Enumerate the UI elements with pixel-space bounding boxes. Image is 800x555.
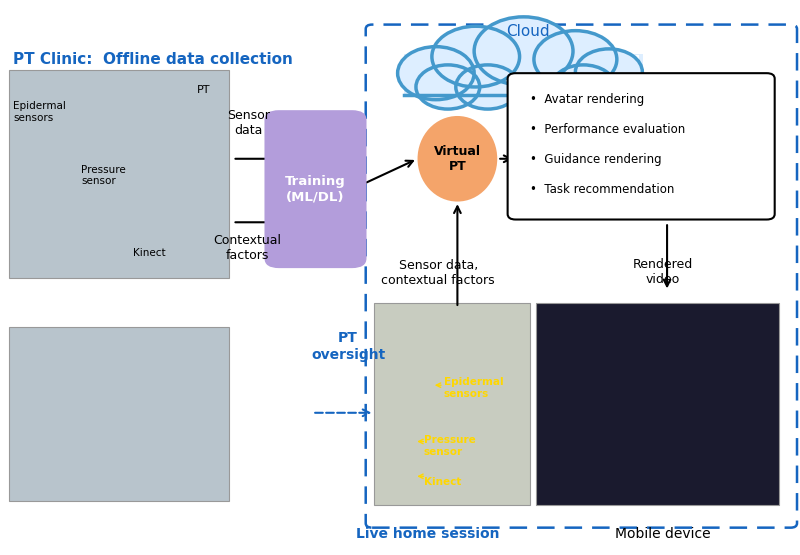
Text: Live home session: Live home session	[356, 527, 500, 541]
Circle shape	[551, 65, 615, 109]
Text: PT
oversight: PT oversight	[311, 331, 386, 362]
FancyBboxPatch shape	[404, 54, 643, 95]
Circle shape	[432, 26, 519, 87]
Text: Mobile device: Mobile device	[615, 527, 711, 541]
Text: Epidermal
sensors: Epidermal sensors	[444, 377, 503, 398]
Circle shape	[575, 49, 642, 95]
FancyBboxPatch shape	[265, 110, 366, 268]
Text: •  Task recommendation: • Task recommendation	[530, 183, 674, 196]
Text: Pressure
sensor: Pressure sensor	[81, 164, 126, 186]
Text: Sensor data,
contextual factors: Sensor data, contextual factors	[382, 259, 495, 287]
Circle shape	[398, 47, 474, 100]
Text: Kinect: Kinect	[133, 248, 166, 258]
Circle shape	[416, 65, 480, 109]
Ellipse shape	[418, 116, 498, 201]
Text: Epidermal
sensors: Epidermal sensors	[14, 101, 66, 123]
FancyBboxPatch shape	[535, 304, 778, 505]
FancyBboxPatch shape	[408, 55, 639, 94]
Text: Training
(ML/DL): Training (ML/DL)	[285, 175, 346, 203]
Text: Pressure
sensor: Pressure sensor	[424, 435, 476, 457]
Text: •  Guidance rendering: • Guidance rendering	[530, 153, 662, 166]
FancyBboxPatch shape	[10, 327, 229, 501]
FancyBboxPatch shape	[10, 70, 229, 278]
Circle shape	[474, 17, 573, 85]
Circle shape	[456, 65, 519, 109]
Text: Sensor
data: Sensor data	[227, 109, 270, 137]
Circle shape	[456, 65, 519, 109]
Circle shape	[534, 31, 617, 88]
Text: PT Clinic:  Offline data collection: PT Clinic: Offline data collection	[14, 52, 294, 67]
Text: •  Avatar rendering: • Avatar rendering	[530, 93, 644, 106]
Text: Kinect: Kinect	[424, 477, 462, 487]
Text: Contextual
factors: Contextual factors	[213, 234, 281, 263]
Circle shape	[575, 49, 642, 95]
Text: Virtual
PT: Virtual PT	[434, 145, 481, 173]
FancyBboxPatch shape	[508, 73, 774, 220]
Circle shape	[534, 31, 617, 88]
Text: Cloud: Cloud	[506, 24, 550, 39]
Circle shape	[416, 65, 480, 109]
Text: PT: PT	[197, 85, 210, 95]
Text: •  Performance evaluation: • Performance evaluation	[530, 123, 685, 136]
Circle shape	[474, 17, 573, 85]
FancyBboxPatch shape	[374, 304, 530, 505]
Circle shape	[398, 47, 474, 100]
Text: Rendered
video: Rendered video	[633, 258, 694, 286]
Circle shape	[432, 26, 519, 87]
Circle shape	[551, 65, 615, 109]
